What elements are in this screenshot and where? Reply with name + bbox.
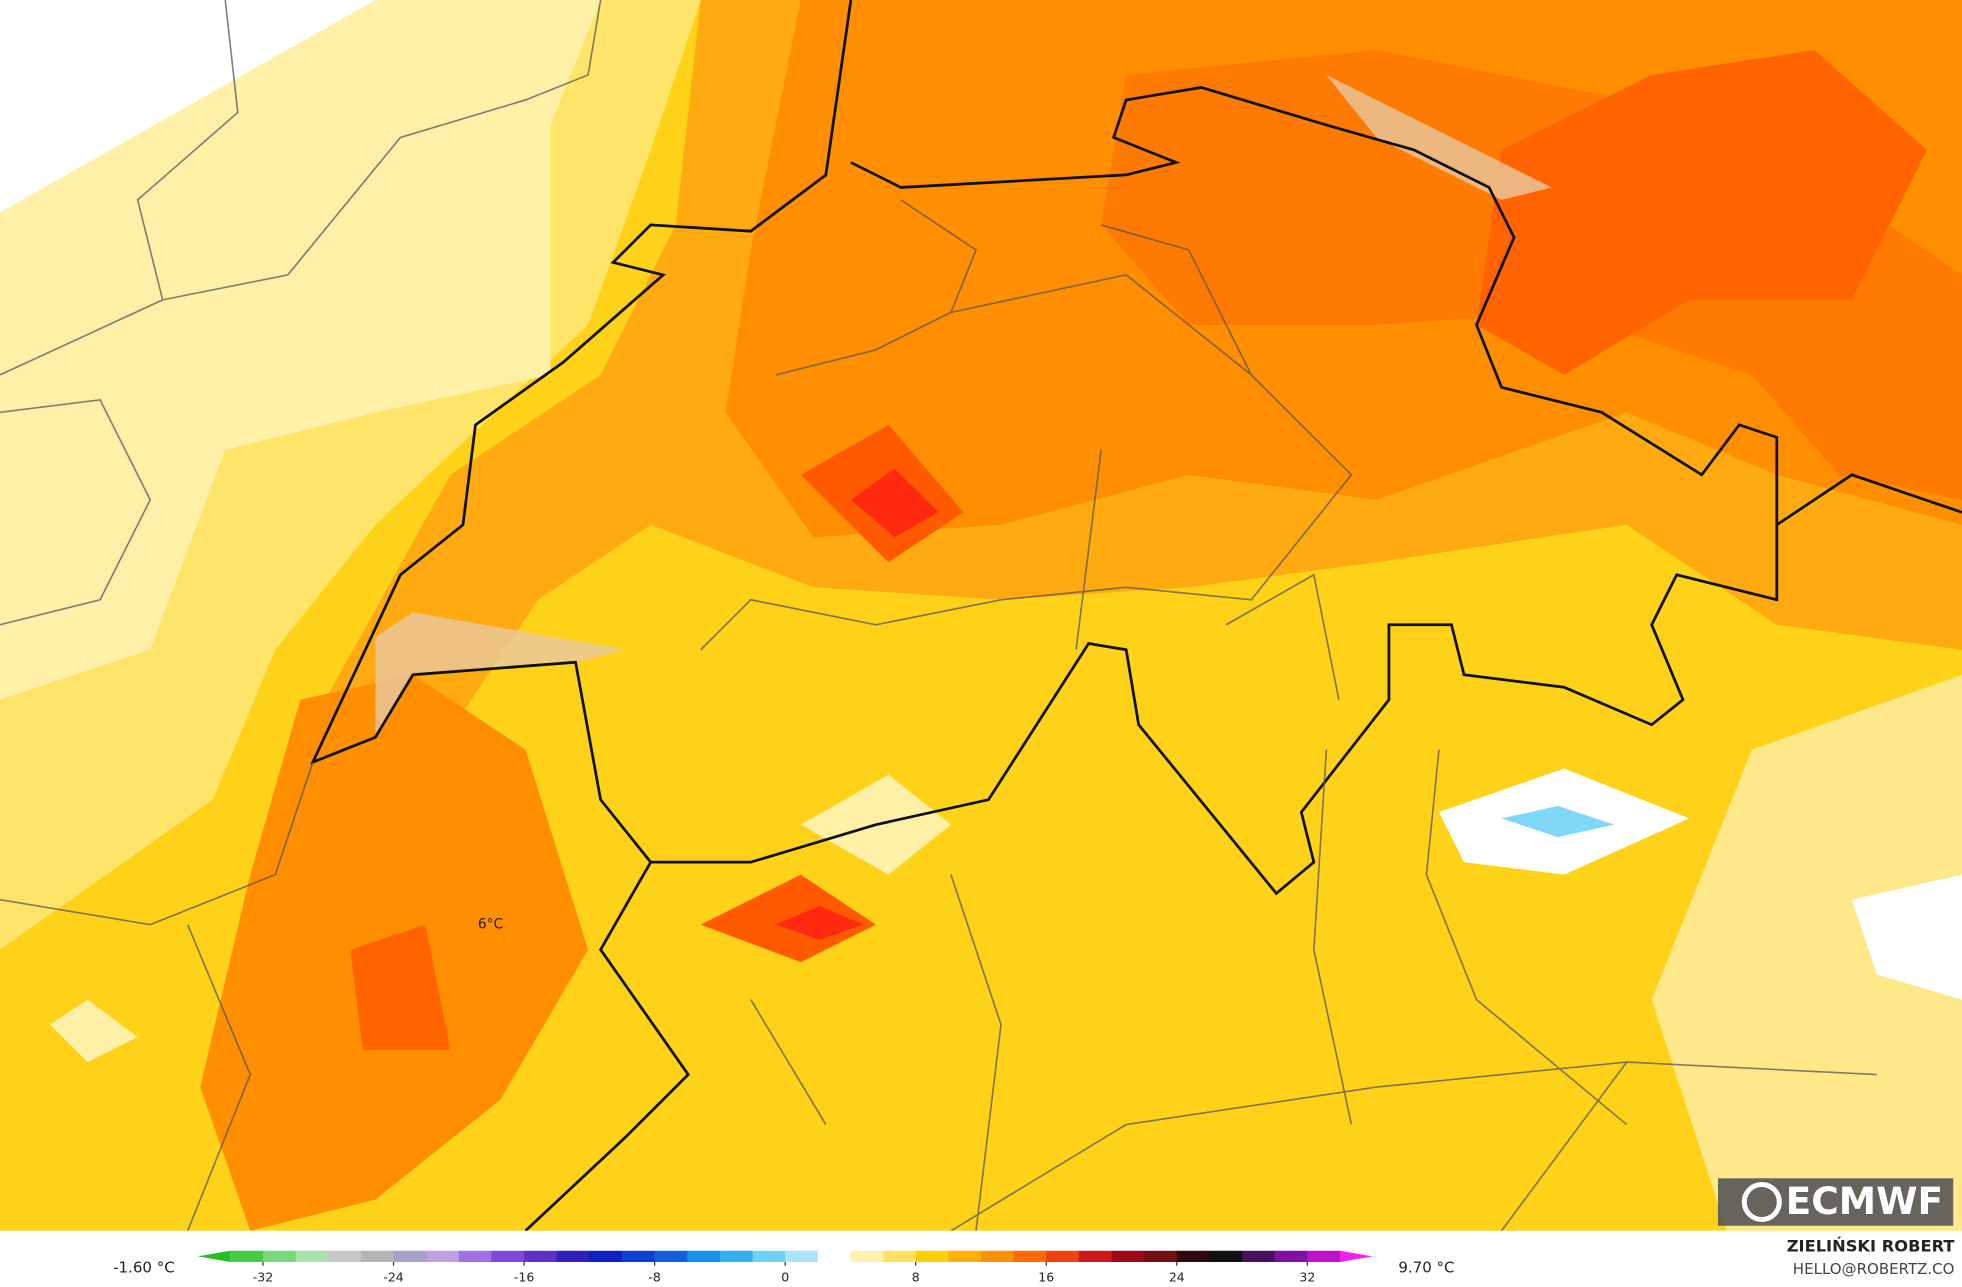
legend-min: -1.60 °C bbox=[113, 1259, 175, 1277]
colorbar-cell bbox=[360, 1250, 395, 1263]
colorbar-tick-label: -32 bbox=[253, 1270, 273, 1285]
colorbar-cell bbox=[719, 1250, 754, 1263]
colorbar-cell bbox=[328, 1250, 362, 1263]
temperature-field bbox=[0, 0, 1962, 1231]
email: HELLO@ROBERTZ.CO bbox=[1793, 1260, 1955, 1278]
colorbar-cell bbox=[1176, 1250, 1211, 1263]
colorbar-cell bbox=[1242, 1250, 1276, 1263]
colorbar-cell bbox=[687, 1250, 721, 1263]
colorbar-cell bbox=[1078, 1250, 1113, 1263]
colorbar-cell bbox=[491, 1250, 525, 1263]
colorbar-cell bbox=[556, 1250, 590, 1263]
author: ZIELIŃSKI ROBERT bbox=[1787, 1237, 1955, 1256]
colorbar-end bbox=[1340, 1250, 1373, 1263]
colorbar-tick-label: 0 bbox=[781, 1270, 789, 1285]
colorbar-cell bbox=[230, 1250, 264, 1263]
colorbar-cell bbox=[654, 1250, 688, 1263]
colorbar-tick-label: -8 bbox=[648, 1270, 661, 1285]
colorbar-cell bbox=[981, 1250, 1015, 1263]
colorbar-tick-label: -24 bbox=[383, 1270, 403, 1285]
annotation: 6°C bbox=[478, 917, 503, 933]
colorbar: -32 -24 -16 -8 0 8 16 24 32 bbox=[197, 1250, 1373, 1285]
colorbar-cell bbox=[785, 1250, 819, 1263]
colorbar-cell bbox=[1274, 1250, 1308, 1263]
colorbar-cell bbox=[948, 1250, 982, 1263]
logo-text: ECMWF bbox=[1786, 1179, 1944, 1223]
colorbar-cell bbox=[1307, 1250, 1341, 1263]
legend-max: 9.70 °C bbox=[1398, 1259, 1454, 1277]
colorbar-cell bbox=[295, 1250, 329, 1263]
colorbar-cell bbox=[1111, 1250, 1145, 1263]
colorbar-cell bbox=[458, 1250, 493, 1263]
colorbar-cell bbox=[621, 1250, 656, 1263]
colorbar-cell bbox=[915, 1250, 949, 1263]
colorbar-cell bbox=[1013, 1250, 1047, 1263]
colorbar-tick-label: 24 bbox=[1169, 1270, 1185, 1285]
logo-icon bbox=[1741, 1182, 1782, 1223]
colorbar-tick-label: 8 bbox=[912, 1270, 920, 1285]
colorbar-cell bbox=[1209, 1250, 1243, 1263]
colorbar-cell bbox=[883, 1250, 917, 1263]
colorbar-cell bbox=[752, 1250, 786, 1263]
borders bbox=[0, 0, 1962, 1232]
colorbar-end bbox=[197, 1250, 231, 1263]
colorbar-cell bbox=[589, 1250, 623, 1263]
colorbar-cell bbox=[524, 1250, 558, 1263]
colorbar-cell bbox=[262, 1250, 297, 1263]
colorbar-tick-label: 32 bbox=[1299, 1270, 1315, 1285]
colorbar-tick-label: -16 bbox=[514, 1270, 534, 1285]
colorbar-cell bbox=[850, 1250, 884, 1263]
colorbar-cell bbox=[426, 1250, 460, 1263]
colorbar-cell bbox=[1144, 1250, 1178, 1263]
colorbar-cell bbox=[393, 1250, 427, 1263]
colorbar-cell bbox=[1046, 1250, 1080, 1263]
colorbar-cell bbox=[817, 1250, 852, 1263]
colorbar-tick-label: 16 bbox=[1038, 1270, 1054, 1285]
